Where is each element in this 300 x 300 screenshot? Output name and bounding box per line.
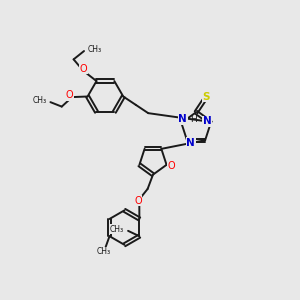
Text: CH₃: CH₃: [97, 247, 111, 256]
Text: O: O: [66, 90, 74, 100]
Text: S: S: [202, 92, 210, 102]
Text: N: N: [186, 138, 195, 148]
Text: H: H: [190, 115, 196, 124]
Text: CH₃: CH₃: [110, 225, 124, 234]
Text: CH₃: CH₃: [33, 96, 47, 105]
Text: O: O: [79, 64, 87, 74]
Text: O: O: [167, 161, 175, 171]
Text: O: O: [134, 196, 142, 206]
Text: CH₃: CH₃: [88, 45, 102, 54]
Text: N: N: [178, 114, 187, 124]
Text: N: N: [203, 116, 212, 126]
